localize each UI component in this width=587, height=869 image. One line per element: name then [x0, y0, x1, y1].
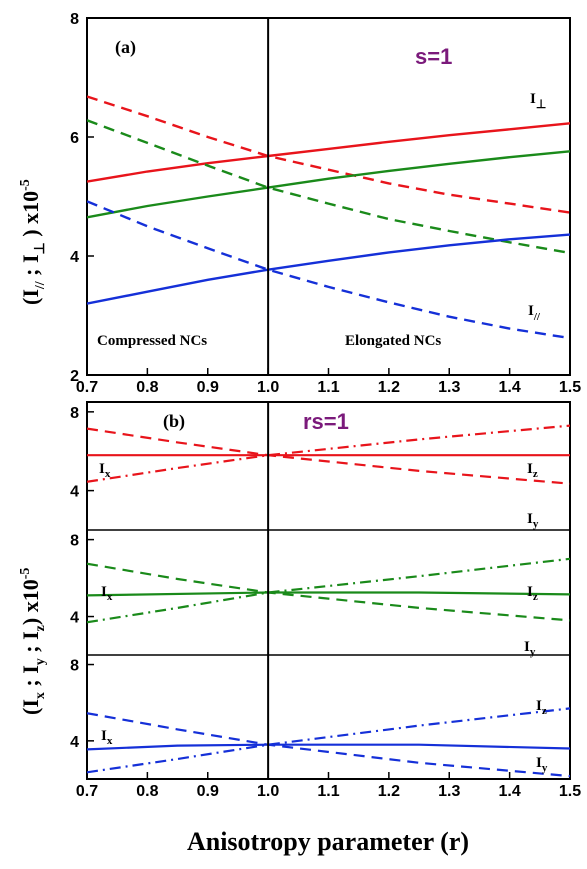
panel-a-series-line: [87, 119, 570, 255]
label-iy-red-sub: y: [533, 518, 539, 530]
panel-b-ylabel-sep1: ; I: [18, 665, 43, 692]
panel-a-ytick-label: 6: [70, 130, 79, 147]
label-iz-green: Iz: [527, 584, 538, 603]
panel-b-ytick-label: 8: [70, 405, 79, 422]
panel-a-xtick-label: 1.0: [257, 379, 279, 396]
panel-a-xtick-label: 1.1: [317, 379, 339, 396]
label-iz-blue-sub: z: [542, 705, 547, 717]
panel-b-annotation: rs=1: [303, 409, 349, 434]
panel-a-ylabel-tail: ) x10: [18, 191, 43, 242]
panel-a-ytick-label: 8: [70, 11, 79, 28]
label-iz-blue: Iz: [536, 698, 547, 717]
panel-b-ytick-label: 8: [70, 533, 79, 550]
curve-label-par: I//: [528, 303, 541, 323]
panel-a-xtick-label: 1.5: [559, 379, 581, 396]
panel-a-annotation: s=1: [415, 44, 452, 69]
panel-a-series-line: [87, 150, 570, 219]
panel-b-ylabel-main: (I: [18, 699, 43, 715]
panel-b-ytick-label: 4: [70, 484, 79, 501]
panel-b-xtick-label: 1.1: [317, 783, 339, 800]
panel-a-xtick-label: 1.2: [378, 379, 400, 396]
panel-b-xtick-label: 0.9: [197, 783, 219, 800]
panel-b-series-line: [87, 743, 570, 751]
panel-b-label: (b): [163, 411, 185, 432]
label-iy-green-sub: y: [530, 646, 536, 658]
panel-b-xtick-label: 1.5: [559, 783, 581, 800]
panel-b-ylabel-sub2: y: [33, 658, 48, 665]
label-iz-red-sub: z: [533, 468, 538, 480]
label-iy-blue: Iy: [536, 755, 548, 774]
panel-a-series: [87, 95, 570, 340]
region-label-compressed: Compressed NCs: [97, 333, 207, 349]
panel-b-ylabel: (Ix ; Iy ; Iz) x10-5: [18, 568, 48, 715]
panel-b-series-line: [87, 424, 570, 483]
curve-label-par-main: I: [528, 303, 534, 319]
panel-a-series-line: [87, 95, 570, 214]
panel-b-ylabel-sep2: ; I: [18, 631, 43, 658]
panel-a-ylabel-sub1: //: [33, 280, 48, 290]
label-iy-blue-sub: y: [542, 762, 548, 774]
panel-a-xtick-label: 0.9: [197, 379, 219, 396]
panel-a-series-line: [87, 122, 570, 183]
panel-b-xtick-label: 0.8: [136, 783, 158, 800]
curve-label-perp: I⊥: [530, 91, 546, 111]
panel-a-xtick-label: 0.8: [136, 379, 158, 396]
panel-a-xtick-label: 1.4: [499, 379, 521, 396]
panel-a-ylabel-sep: ; I: [18, 254, 43, 281]
panel-b-series-line: [87, 707, 570, 774]
panel-b-series-line: [87, 557, 570, 624]
label-ix-red-sub: x: [105, 468, 111, 480]
label-ix-red: Ix: [99, 461, 111, 480]
panel-a-ticks: 0.7 0.8 0.9 1.0 1.1 1.2 1.3 1.4 1.5 2 4 6 8: [70, 11, 581, 396]
label-ix-blue: Ix: [101, 728, 113, 747]
curve-label-perp-sub: ⊥: [536, 97, 546, 111]
panel-a-ylabel: (I// ; I⊥ ) x10-5: [18, 179, 48, 305]
panel-b-ylabel-sub1: x: [33, 692, 48, 699]
region-label-elongated: Elongated NCs: [345, 333, 441, 349]
panel-a-label: (a): [115, 37, 136, 58]
label-iy-green: Iy: [524, 639, 536, 658]
label-iz-green-sub: z: [533, 591, 538, 603]
curve-label-par-sub: //: [533, 311, 541, 323]
panel-a-ytick-label: 2: [70, 368, 79, 385]
x-axis-title: Anisotropy parameter (r): [187, 827, 469, 856]
panel-b-ticks: 0.7 0.8 0.9 1.0 1.1 1.2 1.3 1.4 1.5 4 8 4 8 4 8: [70, 405, 581, 800]
panel-a-xtick-label: 0.7: [76, 379, 98, 396]
label-iz-red: Iz: [527, 461, 538, 480]
panel-a-series-line: [87, 200, 570, 340]
panel-b-ytick-label: 8: [70, 658, 79, 675]
panel-b-xtick-label: 1.2: [378, 783, 400, 800]
label-ix-green: Ix: [101, 584, 113, 603]
panel-b-xtick-label: 0.7: [76, 783, 98, 800]
panel-b-series-line: [87, 591, 570, 597]
panel-b-xtick-label: 1.4: [499, 783, 521, 800]
plot-frame-b: [86, 401, 571, 780]
panel-a-ylabel-main: (I: [18, 289, 43, 305]
curve-label-perp-main: I: [530, 91, 536, 107]
label-ix-blue-sub: x: [107, 735, 113, 747]
panel-b-series: [87, 424, 570, 778]
panel-b-ylabel-tail: ) x10: [18, 579, 43, 625]
panel-b-xtick-label: 1.3: [438, 783, 460, 800]
label-iy-red: Iy: [527, 511, 539, 530]
panel-a-ylabel-sub2: ⊥: [33, 242, 48, 254]
label-ix-green-sub: x: [107, 591, 113, 603]
panel-b-ytick-label: 4: [70, 610, 79, 627]
panel-a-ytick-label: 4: [70, 249, 79, 266]
panel-b-xtick-label: 1.0: [257, 783, 279, 800]
panel-a-ylabel-sup: -5: [18, 179, 33, 191]
panel-b-ylabel-sub3: z: [33, 625, 48, 631]
panel-a-series-line: [87, 233, 570, 305]
plot-frame-a: [86, 17, 571, 376]
panel-b-ytick-label: 4: [70, 734, 79, 751]
panel-b: 0.7 0.8 0.9 1.0 1.1 1.2 1.3 1.4 1.5 4 8 4 8 4 8 (b) rs…: [18, 401, 581, 856]
panel-a-xtick-label: 1.3: [438, 379, 460, 396]
panel-b-ylabel-sup: -5: [18, 568, 33, 580]
